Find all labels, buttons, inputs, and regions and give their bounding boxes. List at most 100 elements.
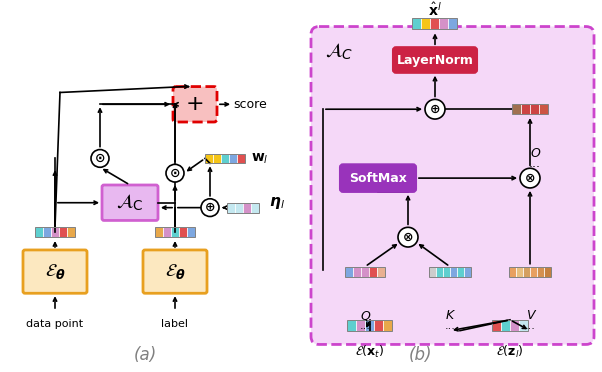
Text: V: V xyxy=(526,310,534,323)
Text: $\mathcal{A}_\mathrm{C}$: $\mathcal{A}_\mathrm{C}$ xyxy=(116,193,144,213)
Bar xyxy=(439,18,448,29)
Text: $\mathcal{E}(\mathbf{x}_t)$: $\mathcal{E}(\mathbf{x}_t)$ xyxy=(355,343,385,360)
Text: $\mathcal{E}_{\boldsymbol{\theta}}$: $\mathcal{E}_{\boldsymbol{\theta}}$ xyxy=(45,262,65,281)
Bar xyxy=(229,154,237,163)
Text: Q: Q xyxy=(360,310,370,323)
FancyBboxPatch shape xyxy=(102,185,158,221)
Bar xyxy=(421,18,430,29)
Circle shape xyxy=(398,227,418,247)
Circle shape xyxy=(201,199,219,217)
Text: (b): (b) xyxy=(408,346,432,364)
Bar xyxy=(464,267,471,276)
Bar xyxy=(374,320,383,331)
Circle shape xyxy=(425,99,445,119)
Bar xyxy=(443,267,450,276)
Bar xyxy=(377,267,385,276)
Bar xyxy=(429,267,471,276)
Bar xyxy=(251,203,259,212)
Text: ⊕: ⊕ xyxy=(430,103,440,116)
FancyBboxPatch shape xyxy=(311,26,594,344)
Bar xyxy=(205,154,213,163)
Text: label: label xyxy=(161,319,188,329)
Bar xyxy=(205,154,245,163)
Bar xyxy=(347,320,393,331)
Bar xyxy=(213,154,221,163)
Bar xyxy=(163,227,171,237)
Circle shape xyxy=(91,150,109,167)
Bar xyxy=(516,267,523,276)
Text: LayerNorm: LayerNorm xyxy=(397,54,473,67)
Bar xyxy=(430,18,439,29)
Text: $\mathbf{w}_l$: $\mathbf{w}_l$ xyxy=(251,151,268,166)
Bar xyxy=(412,18,458,29)
Bar xyxy=(457,267,464,276)
Bar xyxy=(450,267,457,276)
FancyBboxPatch shape xyxy=(143,250,207,293)
Bar xyxy=(67,227,75,237)
Bar xyxy=(345,267,385,276)
Bar xyxy=(521,104,530,114)
Bar xyxy=(510,320,519,331)
Bar xyxy=(235,203,243,212)
Bar xyxy=(501,320,510,331)
Bar xyxy=(530,104,539,114)
Bar xyxy=(509,267,551,276)
Bar xyxy=(59,227,67,237)
Bar xyxy=(171,227,179,237)
Bar xyxy=(523,267,530,276)
Text: ...: ... xyxy=(444,321,456,331)
Bar xyxy=(221,154,229,163)
Text: $\mathcal{A}_C$: $\mathcal{A}_C$ xyxy=(325,42,353,62)
Bar xyxy=(227,203,259,212)
Text: $\boldsymbol{\eta}_l$: $\boldsymbol{\eta}_l$ xyxy=(269,195,285,211)
Bar xyxy=(429,267,436,276)
Bar xyxy=(35,227,43,237)
Bar xyxy=(512,104,548,114)
Bar xyxy=(345,267,353,276)
Text: ...: ... xyxy=(524,321,535,331)
Text: ⊗: ⊗ xyxy=(525,171,535,185)
Bar xyxy=(512,104,521,114)
Text: ⊗: ⊗ xyxy=(403,231,413,244)
Circle shape xyxy=(520,168,540,188)
Bar xyxy=(509,267,516,276)
Text: ...: ... xyxy=(359,321,370,331)
Bar xyxy=(365,320,374,331)
FancyBboxPatch shape xyxy=(23,250,87,293)
Bar xyxy=(539,104,548,114)
Bar xyxy=(227,203,235,212)
Text: O: O xyxy=(530,147,540,160)
Circle shape xyxy=(166,164,184,182)
Text: $\mathcal{E}_{\boldsymbol{\theta}}$: $\mathcal{E}_{\boldsymbol{\theta}}$ xyxy=(165,262,185,281)
Bar xyxy=(492,320,501,331)
Bar xyxy=(155,227,163,237)
FancyBboxPatch shape xyxy=(173,87,217,122)
Text: +: + xyxy=(185,94,204,114)
Bar xyxy=(361,267,369,276)
Bar xyxy=(43,227,51,237)
Bar xyxy=(356,320,365,331)
Text: ⊙: ⊙ xyxy=(170,167,180,180)
Text: $\hat{\mathbf{x}}^l$: $\hat{\mathbf{x}}^l$ xyxy=(428,1,442,19)
Bar xyxy=(537,267,544,276)
Bar xyxy=(353,267,361,276)
Bar xyxy=(383,320,393,331)
Text: K: K xyxy=(446,310,454,323)
Text: score: score xyxy=(233,98,267,111)
Bar xyxy=(492,320,528,331)
Text: ...: ... xyxy=(529,157,541,170)
Bar xyxy=(347,320,356,331)
Text: SoftMax: SoftMax xyxy=(349,171,407,185)
Text: data point: data point xyxy=(26,319,84,329)
FancyBboxPatch shape xyxy=(340,164,416,192)
Bar xyxy=(412,18,421,29)
Bar xyxy=(155,227,195,237)
Text: (a): (a) xyxy=(134,346,157,364)
Text: ⊕: ⊕ xyxy=(205,201,216,214)
Bar xyxy=(187,227,195,237)
Bar xyxy=(237,154,245,163)
Bar xyxy=(530,267,537,276)
Bar xyxy=(519,320,528,331)
Text: ⊙: ⊙ xyxy=(95,152,105,165)
Text: $\mathcal{E}(\mathbf{z}_l)$: $\mathcal{E}(\mathbf{z}_l)$ xyxy=(496,343,524,360)
